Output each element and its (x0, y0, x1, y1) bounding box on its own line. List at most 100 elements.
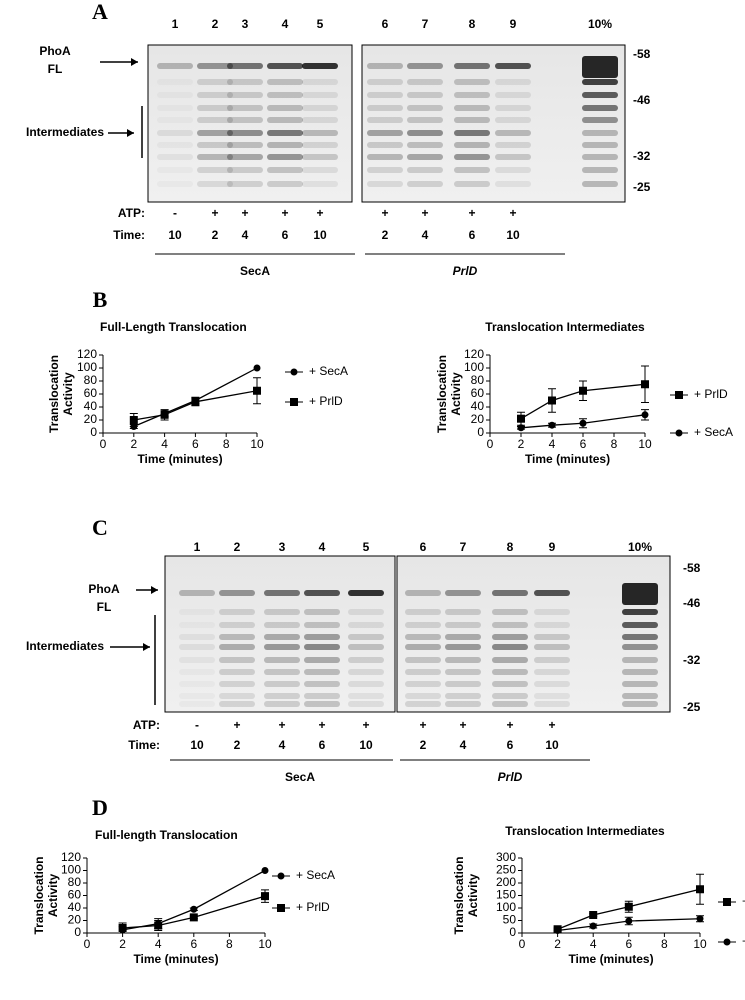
y-axis-label: Translocation (435, 355, 449, 433)
gel-band (407, 181, 443, 187)
lane-number: 2 (212, 17, 219, 31)
x-tick-label: 8 (611, 437, 618, 451)
data-point (579, 386, 587, 395)
gel-band (582, 130, 618, 136)
y-axis-label: Activity (449, 372, 463, 416)
gel-band (348, 622, 384, 628)
data-point (191, 397, 200, 406)
arrow-head (131, 58, 138, 66)
y-tick-label: 0 (90, 425, 97, 439)
time-value: 4 (242, 228, 249, 242)
time-value: 10 (190, 738, 204, 752)
time-value: 10 (359, 738, 373, 752)
gel-band (197, 92, 233, 98)
gel-band (179, 681, 215, 687)
gel-band (534, 669, 570, 675)
gel-band (267, 130, 303, 136)
gel-band (367, 154, 403, 160)
data-point (118, 924, 127, 932)
x-axis-label: Time (minutes) (525, 452, 610, 466)
gel-band (267, 92, 303, 98)
gel-band (304, 669, 340, 675)
lane-number: 1 (172, 17, 179, 31)
gel-band (534, 644, 570, 650)
series-line (520, 383, 646, 420)
time-value: 2 (212, 228, 219, 242)
gel-band (302, 130, 338, 136)
x-tick-label: 10 (258, 937, 272, 951)
y-tick-label: 0 (74, 925, 81, 939)
gel-band (219, 681, 255, 687)
legend-label: + SecA (309, 364, 348, 378)
gel-band (179, 657, 215, 663)
time-value: 10 (168, 228, 182, 242)
gel-band (534, 590, 570, 596)
gel-band (348, 693, 384, 699)
y-tick-label: 120 (77, 347, 97, 361)
gel-band (302, 154, 338, 160)
gel-band (582, 154, 618, 160)
gel-band (219, 634, 255, 640)
gel-band (157, 105, 193, 111)
gel-band (454, 181, 490, 187)
gel-band (264, 669, 300, 675)
gel-band (454, 167, 490, 173)
lane-number: 8 (469, 17, 476, 31)
gel-band (302, 79, 338, 85)
gel-band (495, 92, 531, 98)
legend-label: + PrlD (742, 894, 745, 908)
gel-band (179, 669, 215, 675)
gel-band (407, 105, 443, 111)
y-axis-label: Activity (466, 874, 480, 918)
atp-value: + (548, 718, 555, 732)
gel-band (407, 117, 443, 123)
y-tick-label: 20 (471, 412, 485, 426)
intermediates-label: Intermediates (26, 639, 104, 653)
y-tick-label: 0 (477, 425, 484, 439)
lane-number: 7 (422, 17, 429, 31)
lane-number: 5 (363, 540, 370, 554)
gel-band (405, 609, 441, 615)
gel-band (348, 669, 384, 675)
gel-band (582, 105, 618, 111)
y-tick-label: 20 (68, 913, 82, 927)
row-label: ATP: (118, 206, 145, 220)
time-value: 6 (319, 738, 326, 752)
gel-band (179, 590, 215, 596)
gel-band (179, 693, 215, 699)
y-tick-label: 100 (61, 863, 81, 877)
gel-band (492, 590, 528, 596)
data-point (696, 885, 704, 894)
data-point (624, 902, 633, 911)
gel-band (407, 154, 443, 160)
gel-image (396, 555, 671, 713)
chart-title: Translocation Intermediates (505, 824, 665, 838)
y-axis-label: Translocation (32, 856, 46, 934)
gel-band (157, 181, 193, 187)
gel-band (582, 167, 618, 173)
gel-band (157, 79, 193, 85)
gel-band (367, 167, 403, 173)
gel-band (157, 63, 193, 69)
x-tick-label: 0 (487, 437, 494, 451)
gel-band (622, 634, 658, 640)
gel-band (445, 622, 481, 628)
gel-band (157, 130, 193, 136)
gel-band (179, 701, 215, 707)
time-value: 4 (460, 738, 467, 752)
series-line (133, 367, 258, 428)
gel-band (454, 63, 490, 69)
gel-band (304, 590, 340, 596)
data-point (190, 905, 198, 913)
gel-band (267, 117, 303, 123)
gel-band (197, 79, 233, 85)
gel-band (407, 167, 443, 173)
gel-band (197, 63, 233, 69)
mw-marker: -58 (683, 561, 701, 575)
gel-band (157, 167, 193, 173)
gel-band (534, 693, 570, 699)
x-axis-label: Time (minutes) (568, 952, 653, 966)
time-value: 2 (234, 738, 241, 752)
gel-band (157, 154, 193, 160)
data-point (189, 913, 198, 922)
